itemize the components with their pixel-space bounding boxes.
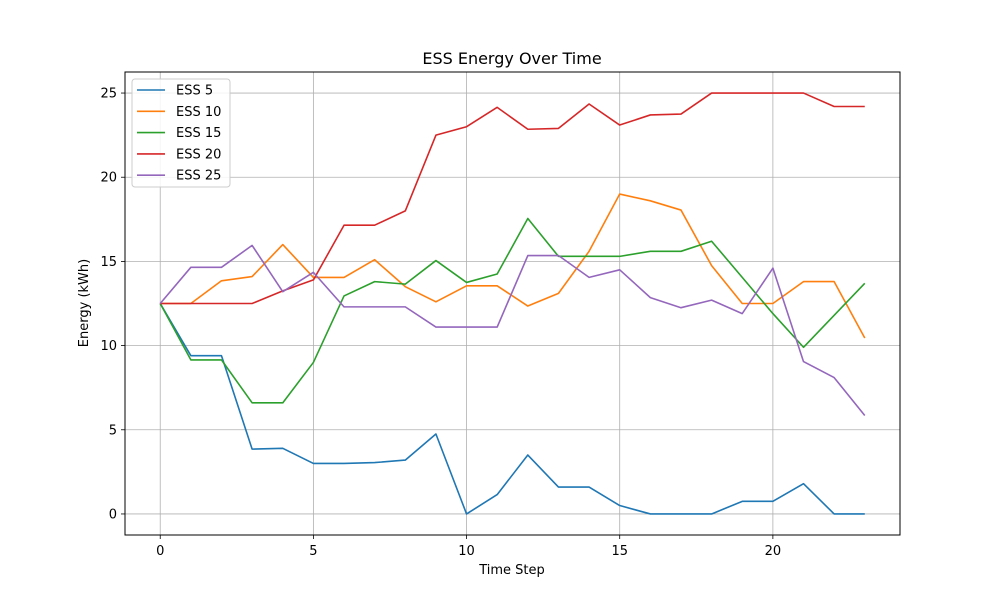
- y-tick-label: 5: [109, 423, 117, 438]
- legend-label-ess-5: ESS 5: [176, 84, 213, 99]
- series-line-ess-15: [159, 217, 866, 404]
- legend-label-ess-25: ESS 25: [176, 169, 221, 184]
- x-tick-label: 5: [309, 544, 317, 559]
- legend: ESS 5 ESS 10 ESS 15 ESS 20 ESS 25: [131, 78, 231, 188]
- legend-label-ess-20: ESS 20: [176, 147, 221, 162]
- series-line-ess-20: [160, 92, 865, 305]
- chart-title: ESS Energy Over Time: [422, 49, 601, 68]
- x-tick-label: 10: [458, 544, 475, 559]
- legend-label-ess-15: ESS 15: [176, 126, 221, 141]
- x-axis-label: Time Step: [478, 563, 545, 578]
- legend-box: [131, 78, 231, 188]
- x-tick-label: 0: [156, 544, 164, 559]
- x-tick-label: 15: [611, 544, 628, 559]
- plot-frame: [124, 71, 901, 536]
- y-tick-label: 10: [100, 339, 117, 354]
- series-line-ess-25: [159, 244, 866, 416]
- series-line-ess-10: [160, 193, 866, 339]
- y-axis-label: Energy (kWh): [77, 259, 92, 347]
- y-tick-label: 0: [109, 507, 117, 522]
- series-layer: [159, 92, 866, 515]
- legend-label-ess-10: ESS 10: [176, 105, 221, 120]
- y-tick-label: 20: [100, 171, 117, 186]
- x-tick-label: 20: [765, 544, 782, 559]
- y-tick-label: 25: [100, 87, 117, 102]
- series-line-ess-5: [159, 303, 865, 515]
- axis-ticks: 0 5 10 15 20 0 5 10 15 20 25: [100, 87, 781, 559]
- y-tick-label: 15: [100, 255, 117, 270]
